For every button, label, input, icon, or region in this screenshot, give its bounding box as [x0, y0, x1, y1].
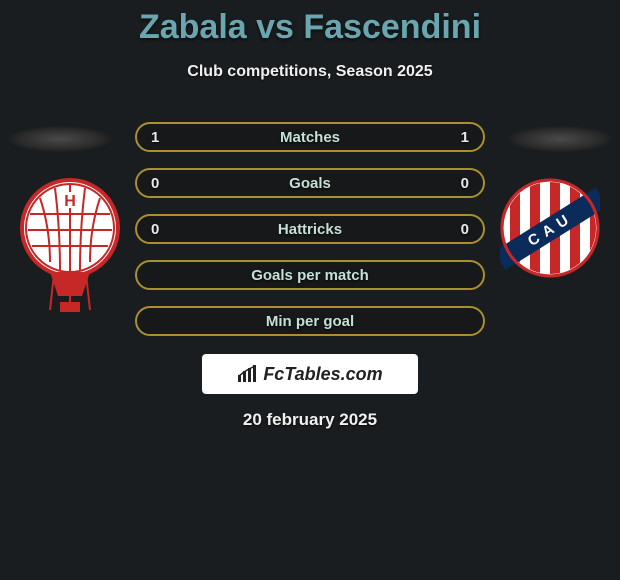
- chart-bars-icon: [237, 365, 259, 383]
- stat-label: Hattricks: [137, 221, 483, 238]
- stat-label: Matches: [137, 129, 483, 146]
- stats-panel: 1 Matches 1 0 Goals 0 0 Hattricks 0 Goal…: [135, 122, 485, 352]
- badge-left-letter: H: [64, 193, 76, 210]
- date-text: 20 february 2025: [0, 410, 620, 430]
- stat-row-goals-per-match: Goals per match: [135, 260, 485, 290]
- stat-row-goals: 0 Goals 0: [135, 168, 485, 198]
- page-title: Zabala vs Fascendini: [0, 0, 620, 47]
- brand-box[interactable]: FcTables.com: [202, 354, 418, 394]
- team-badge-right: CAU: [500, 178, 600, 278]
- stat-label: Min per goal: [137, 313, 483, 330]
- stat-label: Goals: [137, 175, 483, 192]
- brand-text: FcTables.com: [263, 364, 382, 385]
- subtitle: Club competitions, Season 2025: [0, 63, 620, 81]
- stat-row-hattricks: 0 Hattricks 0: [135, 214, 485, 244]
- stat-row-matches: 1 Matches 1: [135, 122, 485, 152]
- stat-label: Goals per match: [137, 267, 483, 284]
- team-badge-left: H: [20, 178, 120, 314]
- player-shadow-left: [8, 126, 112, 152]
- player-shadow-right: [508, 126, 612, 152]
- stat-row-min-per-goal: Min per goal: [135, 306, 485, 336]
